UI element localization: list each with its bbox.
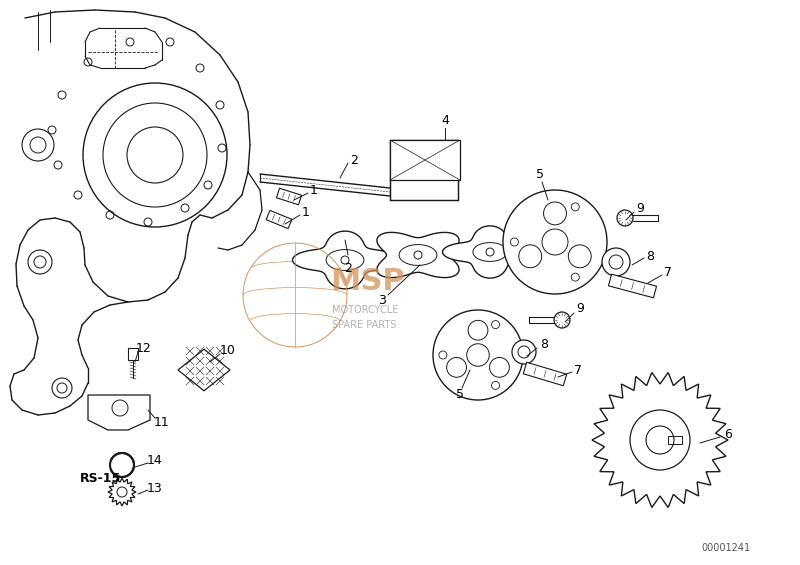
Polygon shape <box>178 349 230 391</box>
Text: 3: 3 <box>378 293 386 306</box>
Text: 9: 9 <box>636 202 644 215</box>
Text: 8: 8 <box>646 250 654 263</box>
Polygon shape <box>609 274 657 298</box>
Text: 2: 2 <box>350 154 358 167</box>
Polygon shape <box>377 232 459 277</box>
Polygon shape <box>277 188 302 205</box>
Polygon shape <box>390 140 458 200</box>
Text: 1: 1 <box>302 206 310 219</box>
Text: 9: 9 <box>576 302 584 315</box>
Text: 14: 14 <box>147 454 163 467</box>
Circle shape <box>433 310 523 400</box>
Circle shape <box>503 190 607 294</box>
Polygon shape <box>88 395 150 430</box>
Circle shape <box>512 340 536 364</box>
Circle shape <box>602 248 630 276</box>
Text: MSP: MSP <box>330 267 405 297</box>
Text: 5: 5 <box>536 168 544 181</box>
Circle shape <box>554 312 570 328</box>
Text: 4: 4 <box>441 114 449 127</box>
Text: 6: 6 <box>724 428 732 441</box>
Polygon shape <box>266 210 292 229</box>
Polygon shape <box>592 372 728 507</box>
Polygon shape <box>390 140 460 180</box>
Polygon shape <box>523 362 566 386</box>
Polygon shape <box>128 348 138 360</box>
Text: 13: 13 <box>147 483 163 496</box>
Text: MOTORCYCLE: MOTORCYCLE <box>332 305 398 315</box>
Text: 7: 7 <box>574 363 582 376</box>
Polygon shape <box>442 226 538 278</box>
Text: 00001241: 00001241 <box>701 543 750 553</box>
Text: 8: 8 <box>540 338 548 351</box>
Text: 12: 12 <box>136 341 152 354</box>
Text: SPARE PARTS: SPARE PARTS <box>332 320 396 330</box>
Text: 7: 7 <box>664 267 672 280</box>
Text: 5: 5 <box>456 389 464 402</box>
Circle shape <box>617 210 633 226</box>
Text: 1: 1 <box>310 185 318 198</box>
Text: 10: 10 <box>220 344 236 357</box>
Polygon shape <box>108 478 136 506</box>
Polygon shape <box>293 231 398 289</box>
Circle shape <box>630 410 690 470</box>
Text: 2: 2 <box>344 262 352 275</box>
Text: 11: 11 <box>154 415 170 428</box>
Text: RS-15: RS-15 <box>80 472 122 485</box>
